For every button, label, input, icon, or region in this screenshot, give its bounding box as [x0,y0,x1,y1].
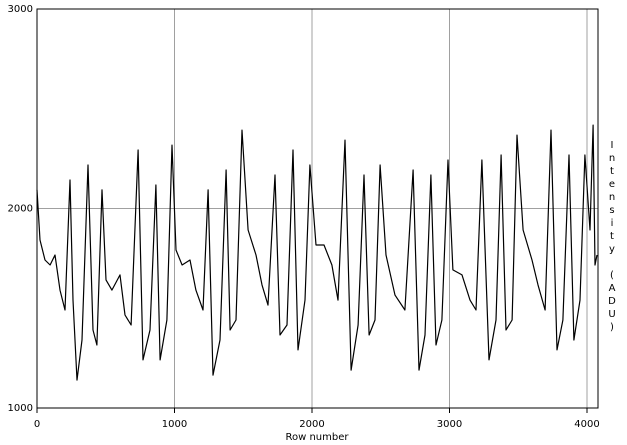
x-tick-label: 0 [34,419,40,430]
y-tick-label: 2000 [8,204,33,215]
x-tick-label: 3000 [437,419,462,430]
y-axis-label: Intensity (ADU) [607,140,618,335]
y-tick-label: 3000 [8,4,33,15]
x-tick-label: 1000 [162,419,187,430]
data-line [36,124,598,381]
plot-frame [36,8,599,409]
x-axis-label: Row number [285,432,349,443]
y-tick-label: 1000 [8,403,33,414]
x-tick-label: 4000 [574,419,599,430]
x-tick-label: 2000 [299,419,324,430]
